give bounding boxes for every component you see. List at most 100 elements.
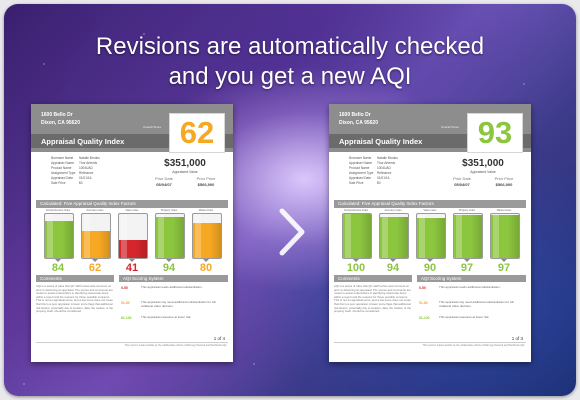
headline-line-1: Revisions are automatically checked	[95, 33, 485, 60]
overall-score-label: Overall Score	[143, 125, 162, 129]
report-page-after: 1600 Bello Dr Dixon, CA 95620 Overall Sc…	[329, 104, 531, 362]
prior-date-label: Prior Date	[452, 176, 471, 181]
info-key: Borrower Name	[349, 156, 372, 160]
comments-text: AQI is a series of rules that QC staff r…	[36, 284, 114, 314]
factor-value: 100	[346, 262, 366, 274]
info-row: Borrower Name Natalie Brooks	[51, 156, 119, 161]
factor-value: 90	[423, 262, 437, 274]
score-description: This appraisal may need additional subst…	[439, 300, 514, 308]
info-value: 01/01/16	[377, 176, 390, 180]
info-key: Appraiser Name	[349, 161, 373, 165]
factor-gauge: Property Index 97	[450, 208, 484, 274]
gauge-pointer-icon	[464, 259, 470, 262]
factor-label: Property Index	[458, 209, 476, 212]
gauge-pointer-icon	[427, 259, 433, 262]
factor-gauge: Property Index 94	[152, 208, 186, 274]
info-value: 1004UAD	[377, 166, 391, 170]
info-row: Appraised Date 01/01/16	[349, 176, 417, 181]
gauge-fill	[156, 216, 184, 258]
factor-label: Market Index	[496, 209, 512, 212]
factor-value: 97	[497, 262, 511, 274]
appraised-value-label: Appraised Value	[172, 170, 198, 174]
gauge-tube	[416, 213, 446, 259]
factor-gauge: Value Index 41	[115, 208, 149, 274]
footer-text: This report is made possible by the coll…	[422, 344, 525, 347]
info-value: Natalie Brooks	[377, 156, 398, 160]
gauge-tube	[81, 213, 111, 259]
gauge-fill	[343, 214, 371, 258]
gauge-fill	[417, 218, 445, 258]
info-row: Sale Price $0	[51, 181, 119, 186]
factor-label: Comprehensive Index	[45, 209, 71, 212]
info-row: Assignment Type Refinance	[349, 171, 417, 176]
prior-price-label: Prior Price	[494, 176, 514, 181]
info-key: Product Name	[349, 166, 370, 170]
score-range: 0-50	[419, 286, 426, 290]
scoring-row: 0-50 This appraisal needs additional subs…	[419, 285, 525, 297]
overall-score: 62	[179, 115, 215, 150]
property-info-table: Borrower Name Natalie Brooks Appraiser Nam…	[51, 156, 119, 186]
factor-value: 84	[51, 262, 65, 274]
info-key: Borrower Name	[51, 156, 74, 160]
chevron-right-icon	[279, 208, 305, 256]
gauge-tube	[342, 213, 372, 259]
gauge-fill	[119, 239, 147, 258]
info-value: Thor Artemis	[377, 161, 396, 165]
prior-date: 05/04/07	[454, 182, 470, 187]
info-key: Sale Price	[51, 181, 66, 185]
info-key: Appraised Date	[51, 176, 73, 180]
gauge-tube	[490, 213, 520, 259]
factor-label: Accuracy Index	[86, 209, 104, 212]
page-number: 1 of 4	[213, 336, 225, 341]
gauge-tube	[379, 213, 409, 259]
prior-price-block: Prior Price $566,900	[483, 176, 525, 187]
score-description: This appraisal needs additional substant…	[439, 285, 501, 289]
gauge-tube	[44, 213, 74, 259]
factor-gauge: Market Index 80	[189, 208, 223, 274]
overall-score-box: 62	[169, 113, 225, 153]
address-line-1: 1600 Bello Dr	[41, 112, 73, 118]
footer-divider	[36, 342, 228, 343]
gauge-shine	[121, 214, 127, 258]
factor-label: Property Index	[160, 209, 178, 212]
info-row: Appraiser Name Thor Artemis	[349, 161, 417, 166]
factor-label: Comprehensive Index	[343, 209, 369, 212]
footer-text: This report is made possible by the coll…	[124, 344, 227, 347]
gauge-pointer-icon	[390, 259, 396, 262]
factor-value: 41	[125, 262, 139, 274]
prior-date-block: Prior Date 05/04/07	[441, 176, 483, 187]
score-description: This appraisal measures at lower risk.	[439, 315, 490, 319]
report-page-before: 1600 Bello Dr Dixon, CA 95620 Overall Sc…	[31, 104, 233, 362]
info-key: Sale Price	[349, 181, 364, 185]
score-description: This appraisal measures at lower risk.	[141, 315, 192, 319]
headline-line-2: and you get a new AQI	[168, 63, 412, 90]
footer-divider	[334, 342, 526, 343]
scoring-system-header: AQI Scoring System	[119, 275, 228, 282]
gauge-shine	[47, 214, 53, 258]
overall-score: 93	[477, 115, 513, 150]
gauge-shine	[456, 214, 462, 258]
factor-gauge: Value Index 90	[413, 208, 447, 274]
score-range: 81-100	[419, 316, 430, 320]
prior-date-label: Prior Date	[154, 176, 173, 181]
gauge-fill	[193, 222, 221, 258]
info-key: Appraised Date	[349, 176, 371, 180]
appraised-value: $351,000	[462, 158, 504, 169]
factor-gauge: Accuracy Index 62	[78, 208, 112, 274]
address-line-2: Dixon, CA 95620	[339, 120, 378, 126]
scoring-row: 51-80 This appraisal may need additional …	[121, 300, 227, 312]
factor-label: Value Index	[423, 209, 437, 212]
info-value: $0	[377, 181, 381, 185]
info-row: Assignment Type Refinance	[51, 171, 119, 176]
appraised-value: $351,000	[164, 158, 206, 169]
prior-price: $566,900	[197, 182, 215, 187]
info-value: Natalie Brooks	[79, 156, 100, 160]
scoring-row: 81-100 This appraisal measures at lower r…	[121, 315, 227, 327]
property-info-table: Borrower Name Natalie Brooks Appraiser Nam…	[349, 156, 417, 186]
info-value: Thor Artemis	[79, 161, 98, 165]
info-row: Product Name 1004UAD	[51, 166, 119, 171]
score-range: 81-100	[121, 316, 132, 320]
info-key: Assignment Type	[51, 171, 76, 175]
info-value: 01/01/16	[79, 176, 92, 180]
factor-value: 62	[88, 262, 102, 274]
